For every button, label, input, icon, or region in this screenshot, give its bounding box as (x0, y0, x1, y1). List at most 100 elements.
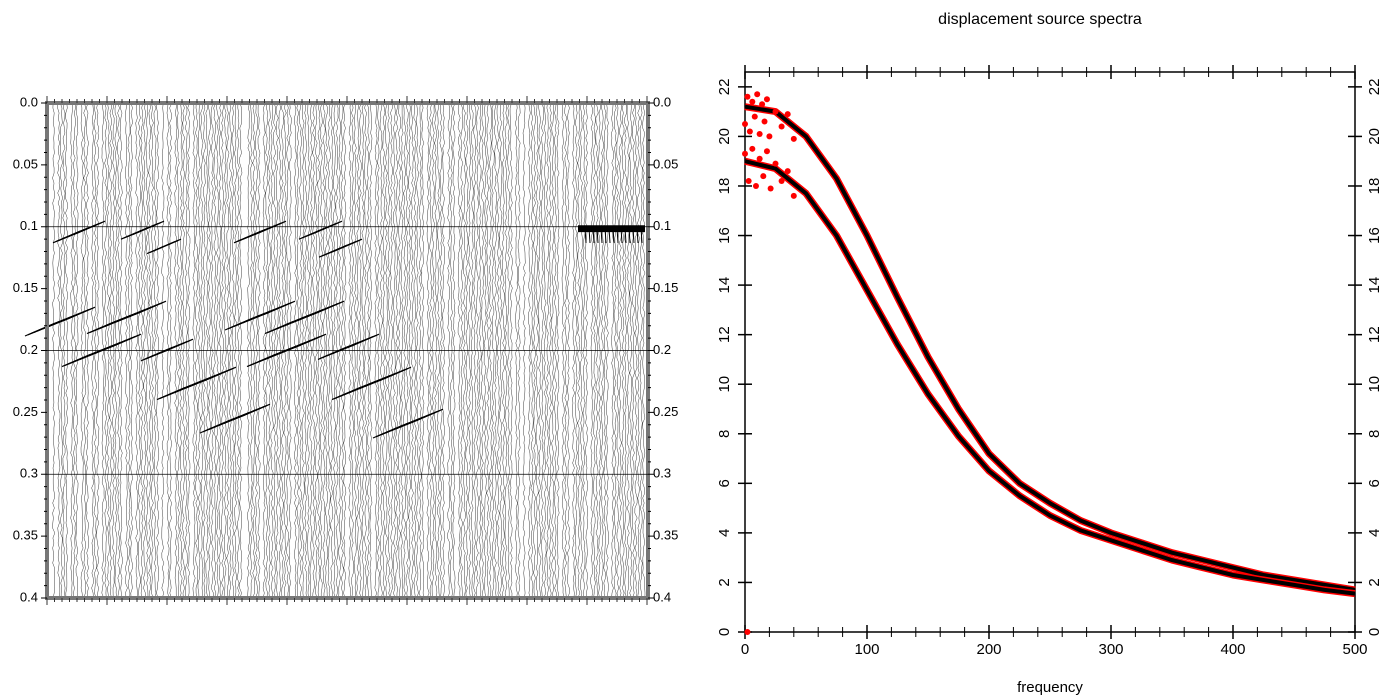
y-tick-label: 22 (716, 79, 733, 96)
scatter-point (784, 168, 791, 175)
y-tick-label-right: 0.4 (653, 589, 671, 604)
scatter-point (778, 123, 785, 130)
event-streak (592, 227, 595, 244)
line-halo (744, 157, 1356, 598)
event-streak (257, 220, 287, 234)
y-tick-label: 10 (716, 376, 733, 393)
event-streak (632, 227, 635, 244)
x-tick-label: 500 (1342, 641, 1367, 658)
y-tick-label-right: 16 (1366, 227, 1383, 244)
scatter-point (756, 155, 763, 162)
y-tick-label: 4 (716, 529, 733, 537)
y-tick-label-right: 0.05 (653, 156, 678, 171)
y-tick-label: 18 (716, 178, 733, 195)
line (744, 159, 1356, 596)
event-streak (628, 227, 631, 244)
y-tick-label-right: 0.15 (653, 280, 678, 295)
event-streak (414, 408, 444, 422)
event-streak (612, 227, 615, 244)
event-streak (112, 333, 142, 347)
y-tick-label: 0.3 (20, 466, 38, 481)
y-tick-label-right: 0.1 (653, 218, 671, 233)
y-tick-label: 20 (716, 128, 733, 145)
event-streak (382, 366, 412, 380)
scatter-point (751, 113, 758, 120)
y-tick-label: 8 (716, 430, 733, 438)
y-tick-label: 0.15 (13, 280, 38, 295)
event-streak (596, 227, 599, 244)
y-tick-label-right: 14 (1366, 277, 1383, 294)
y-tick-label-right: 4 (1366, 529, 1383, 537)
y-tick-label: 0.25 (13, 404, 38, 419)
event-streak (616, 227, 619, 244)
event-streak (608, 227, 611, 244)
scatter-point (744, 629, 751, 635)
x-axis-label: frequency (1017, 679, 1083, 696)
y-tick-label: 0.0 (20, 94, 38, 109)
scatter-point (761, 118, 768, 125)
event-streak (241, 403, 271, 417)
event-streak (636, 227, 639, 244)
event-streak (76, 220, 106, 234)
y-tick-label-right: 10 (1366, 376, 1383, 393)
scatter-point (784, 111, 791, 118)
event-streak (640, 227, 643, 244)
scatter-point (763, 96, 770, 103)
scatter-point (790, 192, 797, 199)
y-tick-label: 0.4 (20, 589, 38, 604)
scatter-point (763, 148, 770, 155)
y-tick-label: 14 (716, 277, 733, 294)
event-streak (66, 306, 96, 320)
scatter-point (759, 101, 766, 108)
event-streak (207, 366, 237, 380)
y-tick-label-right: 2 (1366, 578, 1383, 586)
y-tick-label-right: 0.25 (653, 404, 678, 419)
event-streak (604, 227, 607, 244)
y-tick-label-right: 0.3 (653, 466, 671, 481)
event-streak (350, 333, 380, 347)
y-tick-label: 12 (716, 326, 733, 343)
scatter-point (766, 133, 773, 140)
y-tick-label-right: 0.2 (653, 342, 671, 357)
scatter-point (754, 91, 761, 98)
scatter-point (749, 145, 756, 152)
scatter-point (742, 150, 748, 157)
y-tick-label-right: 18 (1366, 178, 1383, 195)
event-streak (315, 300, 345, 314)
chart-title: displacement source spectra (938, 11, 1142, 28)
x-tick-label: 0 (741, 641, 749, 658)
scatter-point (752, 182, 759, 189)
scatter-point (756, 130, 763, 137)
event-streak (313, 220, 343, 234)
scatter-point (767, 185, 774, 192)
y-tick-label-right: 6 (1366, 479, 1383, 487)
scatter-point (744, 93, 751, 100)
x-tick-label: 300 (1098, 641, 1123, 658)
y-tick-label: 0.35 (13, 528, 38, 543)
event-streak (620, 227, 623, 244)
scatter-point (749, 98, 756, 105)
event-streak (584, 227, 587, 244)
y-tick-label: 0.1 (20, 218, 38, 233)
scatter-point (742, 121, 748, 128)
event-streak (137, 300, 167, 314)
event-streak (624, 227, 627, 244)
y-tick-label: 0.05 (13, 156, 38, 171)
y-tick-label-right: 0 (1366, 628, 1383, 636)
event-streak (152, 238, 182, 252)
x-tick-label: 200 (976, 641, 1001, 658)
scatter-point (778, 178, 785, 185)
y-tick-label-right: 12 (1366, 326, 1383, 343)
y-tick-label: 2 (716, 578, 733, 586)
y-tick-label: 16 (716, 227, 733, 244)
y-tick-label-right: 8 (1366, 430, 1383, 438)
scatter-point (790, 135, 797, 142)
plot-frame (744, 71, 1356, 633)
y-tick-label-right: 0.0 (653, 94, 671, 109)
scatter-point (760, 173, 767, 180)
event-streak (333, 238, 363, 252)
y-tick-label-right: 0.35 (653, 528, 678, 543)
y-tick-label-right: 20 (1366, 128, 1383, 145)
event-streak (135, 220, 165, 234)
